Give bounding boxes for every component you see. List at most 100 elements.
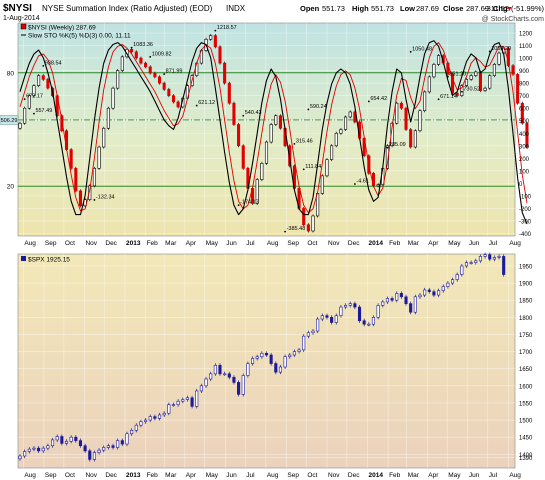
- x-tick-label: Jun: [226, 240, 237, 247]
- annotation-marker: [437, 98, 440, 101]
- stockcharts-logo: @ StockCharts.com: [482, 16, 545, 23]
- nysi-candle: [227, 82, 231, 104]
- nysi-candle: [302, 208, 306, 226]
- nysi-candle: [97, 146, 101, 169]
- open-value: 551.73: [322, 4, 345, 13]
- spx-legend-title: $SPX 1925.15: [28, 257, 70, 264]
- spx-candle: [460, 265, 464, 275]
- nysi-x-axis: Aug Sep Oct Nov Dec 2013 Feb Mar Apr May Jun Jul Aug…: [24, 240, 521, 247]
- spx-candle: [441, 286, 445, 291]
- nysi-candle: [116, 70, 120, 89]
- annotation-marker: [33, 112, 35, 115]
- annotation-label: 851.20: [449, 71, 466, 77]
- nysi-candle: [269, 124, 273, 143]
- y-tick-label: -200: [519, 207, 532, 213]
- spx-candle: [227, 373, 231, 378]
- y-tick-label: 1500: [519, 419, 533, 425]
- spx-candle: [450, 279, 455, 284]
- nysi-candle: [334, 132, 338, 147]
- nysi-candle: [320, 175, 324, 194]
- annotation-label: 1218.57: [217, 25, 237, 31]
- nysi-candle: [376, 184, 380, 187]
- nysi-candle: [46, 79, 50, 89]
- spx-plot-area: [17, 253, 516, 469]
- nysi-candle: [483, 87, 487, 91]
- x-tick-label: Jun: [469, 240, 480, 247]
- x-tick-label: Mar: [165, 240, 177, 247]
- nysi-candle: [134, 51, 138, 59]
- nysi-legend-title: $NYSI (Weekly) 287.69: [28, 25, 96, 32]
- spx-candle: [125, 433, 129, 445]
- y-tick-label: 300: [519, 144, 530, 150]
- nysi-candle: [492, 64, 496, 76]
- annotation-marker: [23, 98, 26, 101]
- x-tick-label: 2014: [368, 240, 383, 247]
- nysi-candle: [92, 168, 96, 187]
- nysi-candle: [69, 149, 73, 169]
- nysi-candle: [255, 179, 259, 204]
- annotation-label: -4.61: [356, 179, 369, 185]
- nysi-candle: [432, 64, 436, 78]
- nysi-candle: [497, 52, 501, 65]
- spx-candle: [83, 445, 87, 452]
- spx-candle: [399, 293, 403, 298]
- nysi-candle: [18, 122, 22, 129]
- spx-candle: [413, 296, 417, 313]
- nysi-candle: [306, 224, 310, 232]
- mid-ref-label: 506.29: [1, 118, 18, 124]
- spx-candle: [353, 303, 357, 308]
- spx-candle: [395, 293, 399, 301]
- y-tick-label: 1950: [519, 264, 533, 270]
- annotation-label: 1009.82: [152, 51, 172, 57]
- y-tick-label: 1450: [519, 436, 533, 442]
- spx-candle: [78, 440, 83, 447]
- spx-candle: [18, 455, 22, 460]
- nysi-candle: [41, 75, 45, 80]
- spx-candle: [371, 317, 376, 325]
- annotation-marker: [214, 29, 217, 32]
- nysi-candle: [348, 111, 352, 118]
- spx-candle: [241, 375, 245, 395]
- spx-candle: [292, 351, 296, 356]
- spx-candle: [130, 430, 134, 435]
- spx-candle: [320, 315, 324, 320]
- annotation-marker: [242, 114, 245, 117]
- x-tick-label: Jul: [489, 240, 498, 247]
- open-label: Open: [300, 4, 320, 13]
- high-label: High: [352, 4, 369, 13]
- spx-candle: [492, 257, 496, 260]
- spx-candle: [339, 306, 343, 316]
- y-tick-label: 1750: [519, 333, 533, 339]
- annotation-label: 671.14: [440, 94, 457, 100]
- spx-candle: [157, 414, 162, 419]
- x-tick-label: 2013: [126, 240, 141, 247]
- spx-candle: [385, 298, 389, 303]
- nysi-candle: [516, 74, 520, 104]
- spx-candle: [46, 445, 50, 449]
- x-tick-label: Dec: [348, 472, 360, 479]
- spx-candle: [195, 390, 199, 407]
- annotation-label: 621.12: [198, 100, 215, 106]
- y-tick-label: 900: [519, 69, 530, 75]
- nysi-candle: [241, 145, 245, 169]
- x-tick-label: Nov: [328, 240, 340, 247]
- y-tick-label: 600: [519, 107, 530, 113]
- annotation-label: 540.43: [245, 110, 262, 116]
- nysi-candle: [520, 102, 524, 124]
- x-tick-label: Aug: [267, 472, 279, 479]
- y-tick-label: 1600: [519, 384, 533, 390]
- x-tick-label: Aug: [267, 240, 279, 247]
- spx-candle: [269, 354, 273, 364]
- spx-candle: [432, 291, 436, 296]
- nysi-candle: [455, 92, 459, 96]
- y-tick-label: 1390: [519, 456, 533, 462]
- nysi-candle: [488, 75, 492, 89]
- x-tick-label: Feb: [389, 472, 401, 479]
- spx-candle: [483, 254, 487, 257]
- x-tick-label: Sep: [287, 472, 299, 479]
- y-tick-label: 800: [519, 82, 530, 88]
- nysi-candle: [399, 102, 403, 109]
- spx-candle: [213, 364, 217, 375]
- y-tick-label: 400: [519, 132, 530, 138]
